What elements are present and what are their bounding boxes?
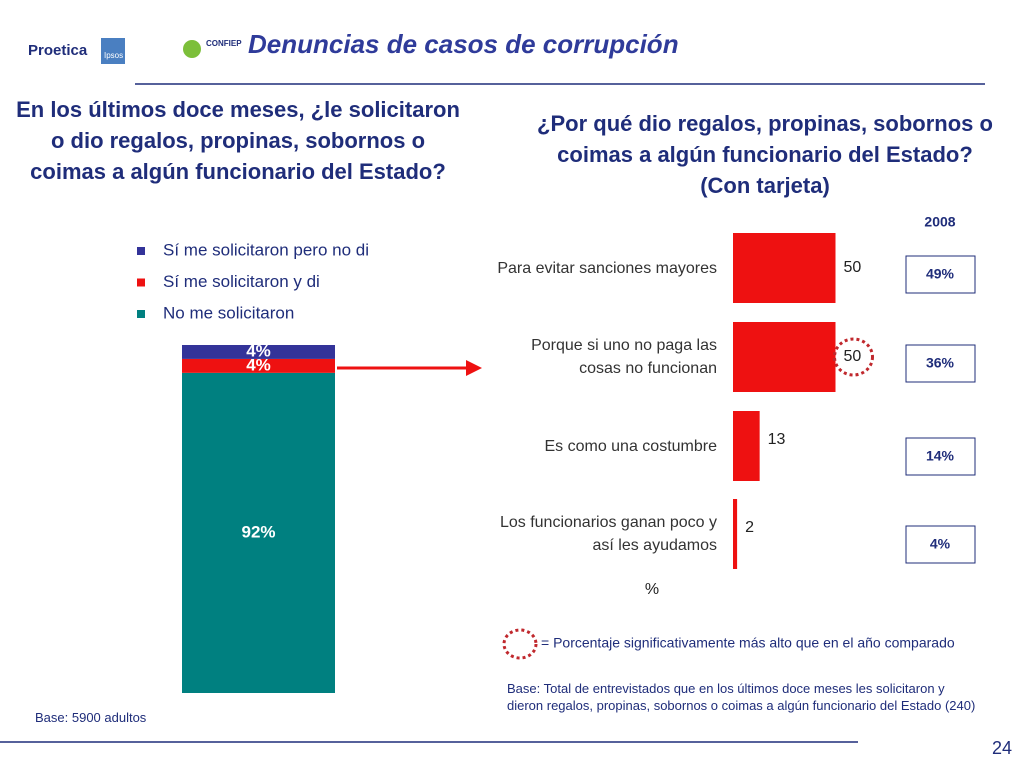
data-label: 50	[844, 259, 862, 276]
legend-swatch	[137, 247, 145, 255]
data-label: 13	[768, 431, 786, 448]
comparison-label: 4%	[930, 536, 951, 552]
chart-title: ¿Por qué dio regalos, propinas, sobornos…	[537, 111, 993, 198]
base-note: Base: Total de entrevistados que en los …	[507, 681, 976, 713]
data-label: 2	[745, 519, 754, 536]
logo: Ipsos	[104, 51, 123, 60]
comparison-box	[905, 437, 976, 476]
slide-title: Denuncias de casos de corrupción	[248, 29, 679, 59]
category-label: Porque si uno no paga las cosas no funci…	[531, 337, 717, 377]
comparison-box	[905, 255, 976, 294]
data-label: 50	[844, 348, 862, 365]
bar	[733, 322, 836, 392]
logo-mark	[101, 38, 125, 64]
comparison-box	[905, 525, 976, 564]
comparison-box	[905, 344, 976, 383]
comparison-label: 49%	[926, 266, 955, 282]
legend-label: No me solicitaron	[163, 303, 294, 322]
significance-marker	[502, 628, 538, 660]
base-note: Base: 5900 adultos	[35, 710, 147, 725]
bar-segment	[182, 358, 335, 373]
logo: Proetica	[28, 42, 88, 59]
chart-title: En los últimos doce meses, ¿le solicitar…	[16, 97, 460, 184]
significance-note: = Porcentaje significativamente más alto…	[541, 635, 955, 651]
data-label: 4%	[246, 355, 271, 374]
comparison-label: 36%	[926, 355, 955, 371]
bar	[733, 233, 836, 303]
legend-label: Sí me solicitaron y di	[163, 272, 320, 291]
logo-mark	[183, 40, 201, 58]
category-label: Es como una costumbre	[544, 437, 717, 455]
category-label: Los funcionarios ganan poco y así les ay…	[499, 514, 717, 554]
comparison-label: 14%	[926, 448, 955, 464]
legend-label: Sí me solicitaron pero no di	[163, 240, 369, 259]
unit-label: %	[645, 581, 659, 598]
significance-marker	[833, 337, 874, 377]
legend-swatch	[137, 278, 145, 287]
legend-swatch	[137, 310, 145, 318]
data-label: 92%	[241, 522, 275, 541]
arrow-head	[466, 360, 482, 376]
bar	[733, 411, 760, 481]
page-number: 24	[992, 738, 1012, 758]
comparison-header: 2008	[924, 214, 955, 230]
category-label: Para evitar sanciones mayores	[497, 259, 717, 277]
bar-segment	[182, 372, 335, 693]
logo: CONFIEP	[206, 39, 242, 48]
bar	[733, 499, 738, 569]
data-label: 4%	[246, 341, 271, 360]
bar-segment	[182, 345, 335, 359]
